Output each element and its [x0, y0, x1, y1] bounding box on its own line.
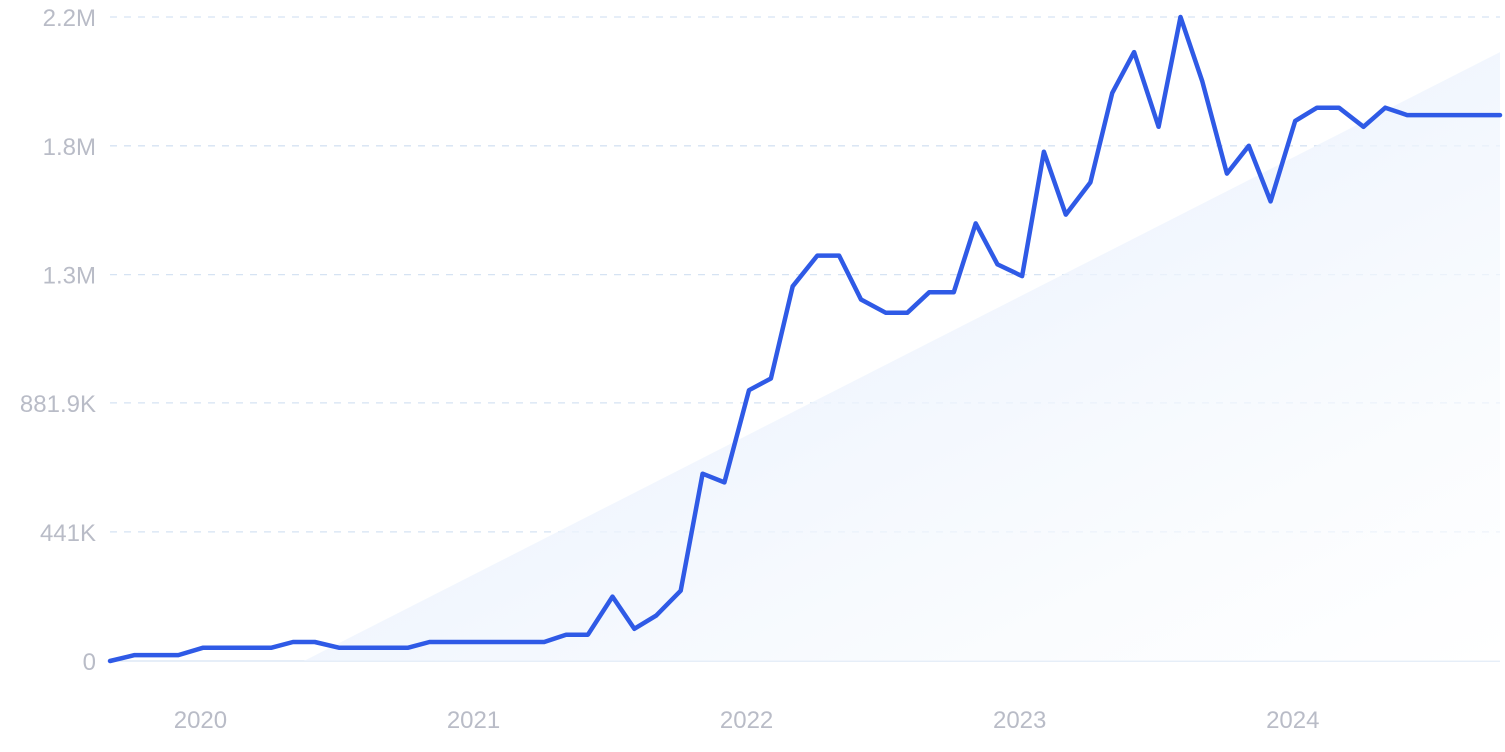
y-tick-label: 0 — [83, 649, 96, 676]
series-layer — [107, 14, 1503, 664]
x-tick-label: 2023 — [993, 707, 1046, 734]
y-tick-label: 881.9K — [20, 391, 96, 418]
y-tick-label: 2.2M — [43, 5, 96, 32]
x-tick-label: 2022 — [720, 707, 773, 734]
series-line — [107, 14, 1503, 664]
y-tick-label: 1.8M — [43, 134, 96, 161]
x-tick-label: 2020 — [174, 707, 227, 734]
trend-area — [303, 52, 1500, 662]
y-tick-label: 1.3M — [43, 263, 96, 290]
x-tick-label: 2021 — [447, 707, 500, 734]
x-tick-label: 2024 — [1266, 707, 1319, 734]
y-axis: 0 441K 881.9K 1.3M 1.8M 2.2M — [20, 5, 96, 676]
trend-layer — [303, 52, 1500, 662]
x-axis: 2020 2021 2022 2023 2024 — [174, 707, 1320, 734]
y-tick-label: 441K — [40, 520, 96, 547]
